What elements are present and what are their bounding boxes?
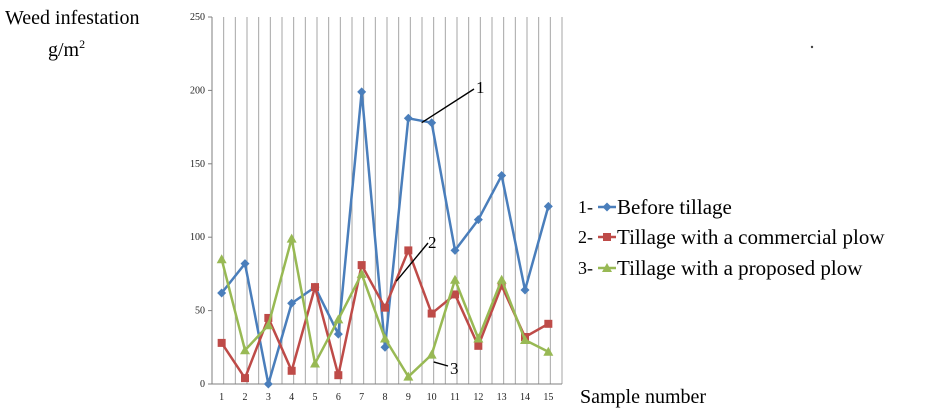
y-axis-unit: g/m2: [48, 37, 85, 61]
x-tick-label: 6: [336, 392, 341, 403]
x-tick-label: 3: [266, 392, 271, 403]
x-tick-label: 8: [383, 392, 388, 403]
data-point: [403, 371, 414, 381]
x-tick-label: 13: [497, 392, 507, 403]
series-3: [216, 233, 554, 381]
data-point: [287, 366, 296, 375]
data-point: [240, 259, 250, 269]
y-tick-label: 50: [195, 306, 205, 317]
data-point: [333, 314, 344, 324]
annotation-label: 1: [476, 78, 485, 97]
x-tick-labels: 1 2 3 4 5 6 7 8 9 10 11 12 13 14 15: [219, 392, 553, 403]
x-tick-label: 10: [427, 392, 437, 403]
data-point: [241, 374, 249, 383]
annotation-leader: [421, 88, 475, 124]
data-point: [404, 246, 413, 255]
data-point: [380, 333, 390, 343]
data-point: [286, 233, 297, 243]
data-point: [217, 288, 227, 298]
data-point: [333, 329, 343, 339]
x-tick-label: 5: [313, 392, 318, 403]
legend-item-2: 2- Tillage with a commercial plow: [578, 225, 885, 249]
data-point: [263, 320, 274, 330]
x-axis-title: Sample number: [580, 386, 706, 408]
legend-number: 2-: [578, 227, 593, 247]
legend: 1- Before tillage 2- Tillage with a commerc…: [578, 195, 885, 280]
legend-number: 1-: [578, 197, 593, 217]
series-2: [217, 246, 553, 383]
data-point: [217, 338, 226, 347]
data-point: [450, 274, 460, 284]
data-point: [311, 283, 319, 292]
annotation-label: 3: [450, 359, 459, 378]
legend-number: 3-: [578, 258, 593, 278]
x-tick-label: 14: [520, 392, 530, 403]
legend-item-3: 3- Tillage with a proposed plow: [578, 256, 863, 280]
data-point: [357, 87, 367, 97]
legend-swatch-marker: [602, 263, 612, 272]
data-point: [497, 281, 506, 290]
legend-label: Before tillage: [617, 195, 732, 219]
y-axis-title: Weed infestation: [5, 7, 139, 29]
legend-swatch-marker: [603, 233, 611, 241]
data-point: [357, 261, 366, 270]
data-point: [497, 171, 507, 181]
y-tick-label: 100: [190, 232, 205, 243]
series-1: [217, 87, 553, 389]
legend-swatch-marker: [602, 202, 612, 212]
data-point: [356, 268, 367, 278]
data-point: [474, 341, 483, 350]
data-point: [450, 245, 460, 255]
data-point: [544, 319, 553, 328]
y-tick-label: 0: [200, 379, 205, 390]
data-point: [520, 334, 530, 344]
x-tick-label: 1: [219, 392, 224, 403]
data-point: [264, 313, 273, 322]
data-point: [520, 285, 530, 295]
data-point: [216, 254, 227, 264]
legend-item-1: 1- Before tillage: [578, 195, 732, 219]
data-point: [427, 309, 436, 318]
x-tick-label: 9: [406, 392, 411, 403]
annotations: 1 2 3: [395, 78, 485, 378]
annotation-leader: [433, 361, 449, 367]
data-point: [240, 345, 250, 355]
annotation-leader: [395, 242, 429, 282]
x-tick-label: 11: [450, 392, 460, 403]
y-tick-label: 200: [190, 85, 205, 96]
data-point: [426, 349, 437, 359]
data-point: [310, 358, 320, 368]
x-tick-label: 4: [289, 392, 294, 403]
x-tick-label: 15: [543, 392, 553, 403]
data-point: [263, 379, 273, 389]
data-point: [427, 118, 437, 128]
data-point: [334, 371, 343, 380]
series-layer: [216, 87, 554, 389]
data-point: [543, 346, 554, 356]
x-tick-label: 12: [473, 392, 483, 403]
annotation-label: 2: [428, 233, 437, 252]
x-tick-label: 2: [243, 392, 248, 403]
data-point: [473, 333, 484, 343]
data-point: [451, 290, 459, 299]
data-point: [380, 342, 390, 352]
legend-label: Tillage with a proposed plow: [617, 256, 863, 280]
data-point: [473, 215, 483, 225]
data-point: [381, 303, 389, 312]
data-point: [496, 274, 507, 284]
y-tick-labels: 0 50 100 150 200 250: [190, 12, 205, 390]
stray-dot: [810, 45, 814, 49]
y-tick-label: 150: [190, 159, 205, 170]
x-tick-label: 7: [359, 392, 364, 403]
y-tick-label: 250: [190, 12, 205, 23]
data-point: [287, 298, 297, 308]
legend-label: Tillage with a commercial plow: [617, 225, 885, 249]
data-point: [403, 113, 413, 123]
data-point: [543, 201, 553, 211]
